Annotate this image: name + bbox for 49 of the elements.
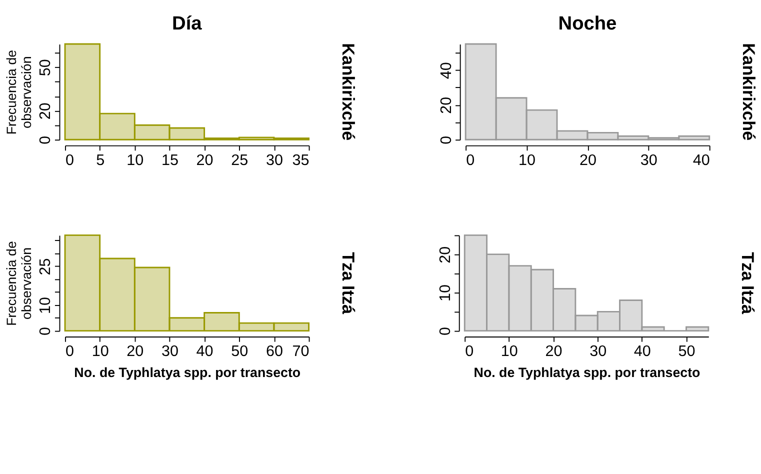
y-tick-label: 10 [37,296,54,314]
x-tick-label: 20 [126,343,144,360]
x-axis-title: No. de Typhlatya spp. por transecto [474,365,700,380]
y-tick-label: 10 [436,284,454,302]
y-tick-label: 50 [37,59,54,76]
y-tick-label: 25 [37,258,54,276]
y-axis-title: Frecuencia de observación [4,241,34,326]
y-tick-label: 0 [37,136,54,144]
x-tick-label: 30 [161,343,178,360]
x-tick-label: 0 [65,152,74,169]
x-tick-label: 35 [292,152,310,169]
x-tick-label: 20 [579,152,596,169]
x-tick-label: 50 [678,343,696,360]
y2-axis-title: Kankirixché [738,43,759,141]
x-tick-label: 40 [196,343,214,360]
x-tick-label: 20 [196,152,214,169]
x-tick-label: 40 [634,343,651,360]
x-tick-label: 0 [466,152,475,169]
y-axis-title: Frecuencia de observación [4,50,34,135]
y-tick-label: 20 [37,102,54,120]
x-tick-label: 20 [545,343,562,360]
x-tick-label: 30 [266,152,283,169]
y-tick-label: 0 [438,136,455,144]
x-tick-label: 10 [518,152,536,169]
y-tick-label: 40 [438,62,455,80]
y-tick-label: 0 [436,327,454,336]
x-tick-label: 5 [96,152,105,169]
x-axis-title: No. de Typhlatya spp. por transecto [74,365,301,380]
y-tick-label: 0 [37,327,54,336]
x-tick-label: 10 [92,343,109,360]
x-tick-label: 15 [161,152,178,169]
y2-axis-title: Tza Itzá [338,252,358,314]
x-tick-label: 0 [465,343,474,360]
x-tick-label: 10 [500,343,518,360]
y-tick-label: 20 [436,246,454,264]
x-tick-label: 0 [65,343,74,360]
chart-title: Noche [558,14,617,35]
y2-axis-title: Tza Itzá [738,252,758,314]
x-tick-label: 50 [231,343,248,360]
chart-title: Día [172,14,202,35]
x-tick-label: 10 [126,152,144,169]
y-tick-label: 20 [438,96,455,114]
x-tick-label: 60 [266,343,283,360]
x-tick-label: 30 [590,343,607,360]
x-tick-label: 25 [231,152,248,169]
x-tick-label: 30 [640,152,658,169]
y2-axis-title: Kankirixché [338,43,358,141]
x-tick-label: 70 [292,343,310,360]
x-tick-label: 40 [692,152,710,169]
